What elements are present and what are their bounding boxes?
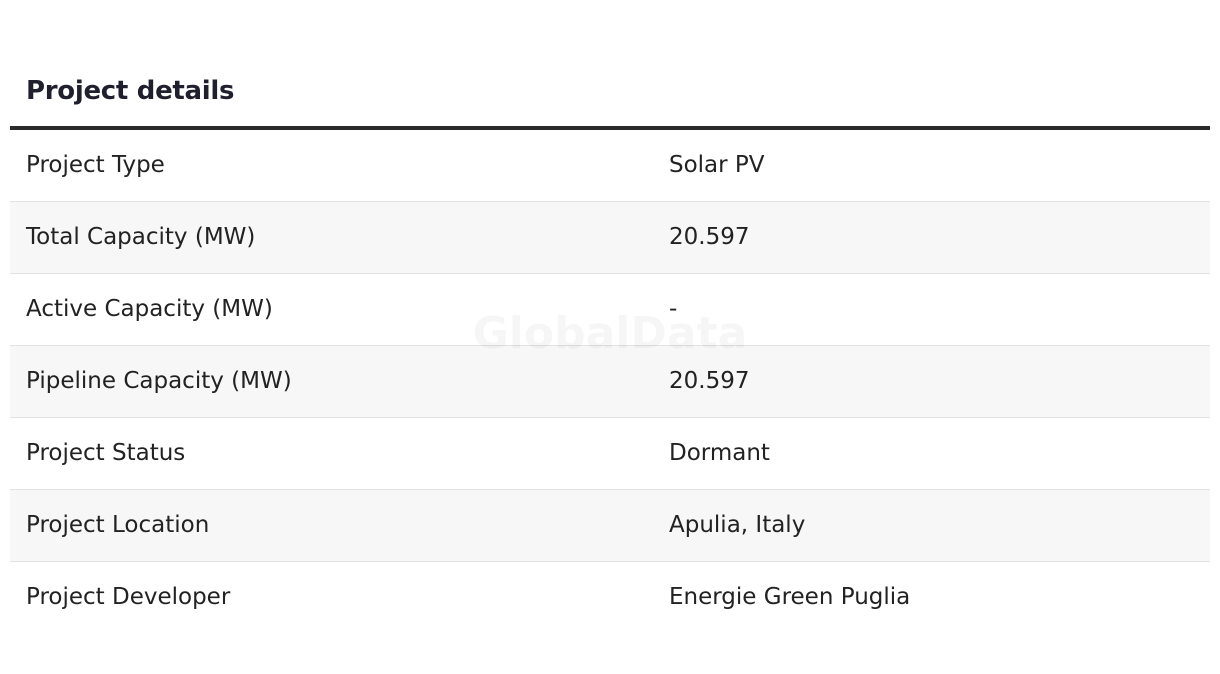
- row-value: Solar PV: [669, 152, 765, 178]
- row-label: Project Status: [26, 440, 186, 466]
- details-table: Project Type Solar PV Total Capacity (MW) 2…: [10, 130, 1210, 633]
- table-row: Project Location Apulia, Italy: [10, 490, 1210, 562]
- row-value: Energie Green Puglia: [669, 584, 911, 610]
- row-label: Total Capacity (MW): [26, 224, 256, 250]
- row-value: Apulia, Italy: [669, 512, 806, 538]
- section-title: Project details: [26, 76, 235, 106]
- row-value: 20.597: [669, 368, 750, 394]
- table-row: Active Capacity (MW) -: [10, 274, 1210, 346]
- row-label: Active Capacity (MW): [26, 296, 273, 322]
- row-label: Project Developer: [26, 584, 231, 610]
- row-label: Project Type: [26, 152, 165, 178]
- table-row: Project Developer Energie Green Puglia: [10, 562, 1210, 633]
- table-row: Total Capacity (MW) 20.597: [10, 202, 1210, 274]
- row-label: Pipeline Capacity (MW): [26, 368, 292, 394]
- title-rule: [10, 126, 1210, 130]
- table-row: Pipeline Capacity (MW) 20.597: [10, 346, 1210, 418]
- row-value: 20.597: [669, 224, 750, 250]
- row-label: Project Location: [26, 512, 210, 538]
- table-row: Project Status Dormant: [10, 418, 1210, 490]
- row-value: Dormant: [669, 440, 770, 466]
- row-value: -: [669, 296, 678, 322]
- table-row: Project Type Solar PV: [10, 130, 1210, 202]
